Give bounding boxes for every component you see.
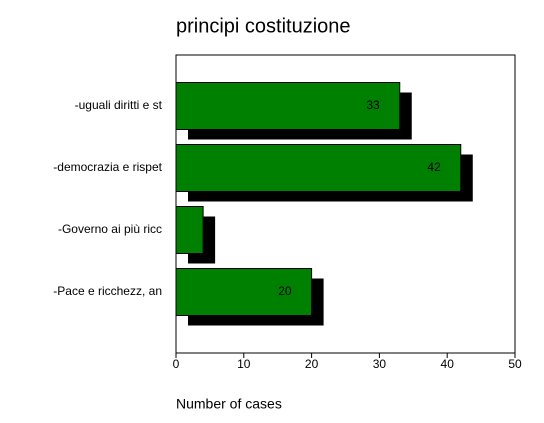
x-tick-label: 10 xyxy=(237,357,251,371)
bar xyxy=(175,268,313,316)
y-tick-label: -Governo ai più ricc xyxy=(58,222,162,236)
value-label: 33 xyxy=(366,98,380,112)
x-tick-label: 40 xyxy=(441,357,455,371)
bar xyxy=(175,82,401,130)
bar xyxy=(175,206,204,254)
x-tick-label: 20 xyxy=(305,357,319,371)
bar xyxy=(175,144,462,192)
x-axis-label: Number of cases xyxy=(176,396,282,412)
chart-title: principi costituzione xyxy=(176,15,351,37)
plot-frame xyxy=(175,54,516,354)
y-tick-label: -Pace e ricchezz, an xyxy=(53,284,162,298)
x-tick-label: 50 xyxy=(508,357,522,371)
x-tick-label: 0 xyxy=(173,357,180,371)
value-label: 42 xyxy=(427,160,441,174)
y-tick-label: -democrazia e rispet xyxy=(53,160,162,174)
y-tick-label: -uguali diritti e st xyxy=(75,98,163,112)
x-tick-label: 30 xyxy=(373,357,387,371)
value-label: 20 xyxy=(278,284,292,298)
